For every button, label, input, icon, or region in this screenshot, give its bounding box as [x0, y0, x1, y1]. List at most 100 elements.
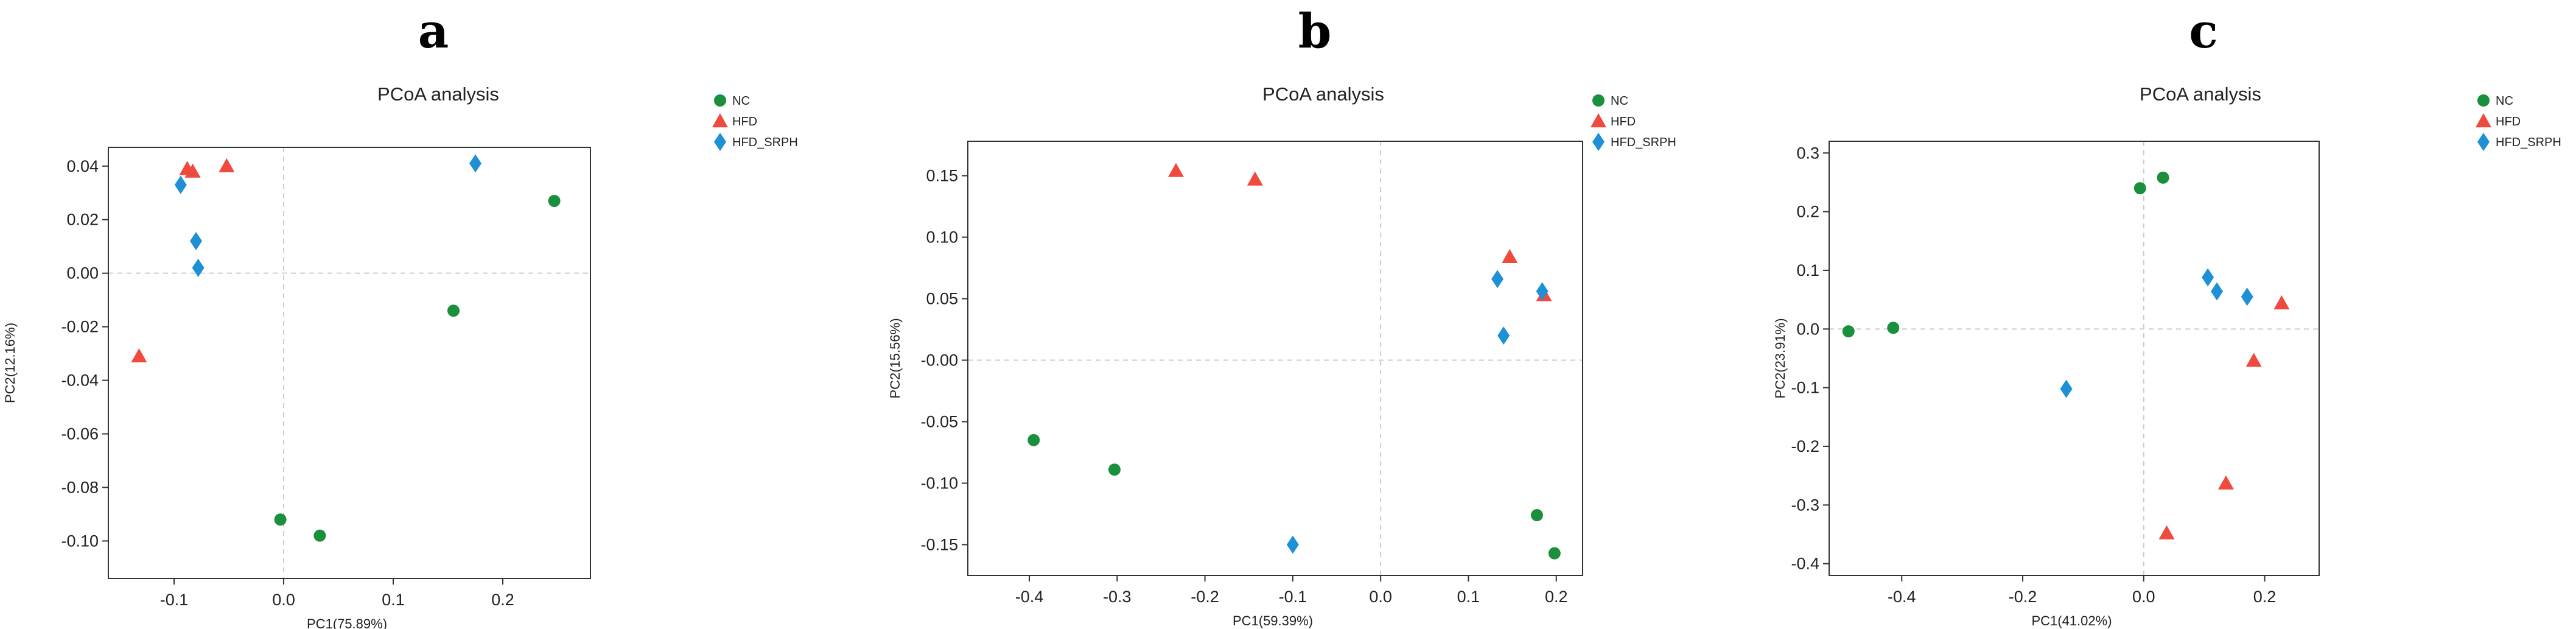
y-axis-label: PC2(12.16%): [2, 323, 18, 403]
legend-label: HFD_SRPH: [732, 136, 798, 149]
y-tick-label: -0.06: [61, 425, 99, 443]
plot-frame: [108, 147, 591, 579]
data-point-hfd-srph: [469, 154, 481, 173]
y-tick-label: 0.2: [1796, 203, 1819, 221]
data-point-hfd-srph: [190, 231, 202, 250]
x-tick-label: 0.2: [1545, 588, 1568, 606]
legend: NC HFD HFD_SRPH: [2476, 94, 2561, 151]
data-point-hfd: [2158, 525, 2175, 539]
chart-title: PCoA analysis: [2140, 83, 2261, 105]
y-tick-label: 0.0: [1796, 320, 1819, 338]
y-tick-label: -0.04: [61, 371, 99, 390]
data-point-hfd: [219, 158, 235, 172]
y-tick-label: -0.4: [1791, 555, 1819, 573]
x-tick-label: 0.2: [2253, 588, 2277, 606]
y-tick-label: -0.00: [920, 351, 958, 370]
data-point-hfd-srph: [1286, 535, 1299, 554]
data-point-hfd-srph: [1536, 282, 1549, 301]
data-point-nc: [1548, 547, 1561, 560]
y-axis-label: PC2(15.56%): [887, 318, 903, 398]
series-hfd: [1167, 163, 1552, 301]
y-tick-label: 0.10: [926, 228, 958, 247]
x-tick-label: 0.0: [272, 591, 295, 609]
series-hfd-srph: [174, 154, 481, 277]
y-tick-label: -0.08: [61, 478, 99, 496]
y-tick-label: -0.1: [1791, 379, 1819, 397]
data-point-hfd: [131, 348, 147, 363]
data-point-nc: [1027, 434, 1040, 446]
y-tick-label: 0.02: [66, 211, 99, 229]
x-tick-label: -0.3: [1103, 588, 1132, 606]
legend-marker-nc: [2477, 94, 2490, 107]
y-tick-label: -0.02: [61, 318, 99, 336]
y-tick-label: -0.2: [1791, 437, 1819, 455]
panel-letter: c: [2189, 4, 2218, 59]
series-hfd: [2158, 295, 2290, 539]
data-point-hfd: [184, 163, 201, 178]
legend-label: HFD: [1611, 115, 1636, 128]
data-point-nc: [548, 194, 561, 207]
panel-letter: b: [1298, 4, 1332, 59]
data-point-nc: [1842, 325, 1855, 338]
y-tick-label: 0.05: [926, 290, 958, 308]
data-point-hfd-srph: [2211, 282, 2224, 301]
y-tick-label: -0.10: [61, 532, 99, 550]
x-tick-label: 0.0: [2132, 588, 2155, 606]
y-axis-label: PC2(23.91%): [1773, 318, 1788, 398]
data-point-nc: [2133, 182, 2146, 195]
y-tick-label: -0.15: [920, 536, 958, 554]
y-tick-label: -0.3: [1791, 496, 1819, 514]
legend-label: HFD_SRPH: [2496, 136, 2561, 149]
y-tick-label: 0.3: [1796, 144, 1819, 162]
data-point-hfd: [1167, 163, 1184, 177]
legend-marker-nc: [1592, 94, 1605, 107]
legend: NC HFD HFD_SRPH: [712, 94, 798, 151]
y-tick-label: 0.15: [926, 167, 958, 185]
legend-label: HFD: [732, 115, 757, 128]
data-point-hfd: [2273, 295, 2290, 310]
x-tick-label: -0.4: [1015, 588, 1044, 606]
pcoa-panel-a: a PCoA analysis -0.1 0.0 0.1 0.2 0.04 0.02 0.00 -…: [2, 4, 798, 629]
data-point-nc: [447, 304, 460, 317]
pcoa-panel-b: b PCoA analysis -0.4 -0.3 -0.2 -0.1 0.0 0.1 0.2 0…: [887, 4, 1676, 628]
legend-marker-hfd-srph: [714, 133, 726, 151]
plot-frame: [1829, 141, 2320, 576]
data-point-nc: [313, 529, 326, 542]
data-point-hfd: [1502, 248, 1518, 264]
y-tick-label: -0.05: [920, 413, 958, 431]
data-point-hfd: [2245, 353, 2262, 367]
series-hfd: [131, 158, 235, 363]
x-tick-label: 0.1: [1457, 588, 1480, 606]
data-point-nc: [1887, 322, 1900, 334]
data-point-hfd-srph: [192, 258, 205, 277]
series-nc: [1027, 434, 1561, 560]
legend-label: HFD: [2496, 115, 2521, 128]
pcoa-panel-c: c PCoA analysis -0.4 -0.2 0.0 0.2 0.3 0.2 0.1 0.0…: [1773, 4, 2561, 628]
data-point-nc: [274, 513, 287, 526]
data-point-hfd-srph: [2060, 379, 2073, 398]
x-tick-label: -0.4: [1888, 588, 1916, 606]
data-point-nc: [1530, 509, 1543, 522]
data-point-hfd: [2217, 475, 2234, 490]
data-point-hfd-srph: [1497, 326, 1510, 345]
x-tick-label: 0.2: [491, 591, 514, 609]
legend-marker-hfd-srph: [2477, 133, 2490, 151]
data-point-hfd: [1247, 171, 1263, 186]
x-tick-label: -0.1: [160, 591, 189, 609]
data-point-hfd-srph: [1491, 270, 1504, 289]
data-point-nc: [1108, 463, 1121, 476]
panel-letter: a: [418, 4, 449, 59]
data-point-hfd-srph: [174, 175, 187, 194]
legend-marker-hfd: [1591, 113, 1606, 128]
x-tick-label: -0.2: [2009, 588, 2037, 606]
y-tick-label: -0.10: [920, 474, 958, 493]
y-tick-label: 0.00: [66, 264, 99, 283]
chart-title: PCoA analysis: [1262, 83, 1384, 105]
x-axis-label: PC1(59.39%): [1233, 613, 1313, 628]
data-point-hfd-srph: [2202, 268, 2214, 287]
plot-frame: [967, 141, 1583, 576]
legend-marker-hfd-srph: [1592, 133, 1605, 151]
x-axis-label: PC1(41.02%): [2031, 613, 2112, 628]
data-point-hfd-srph: [2241, 287, 2253, 306]
